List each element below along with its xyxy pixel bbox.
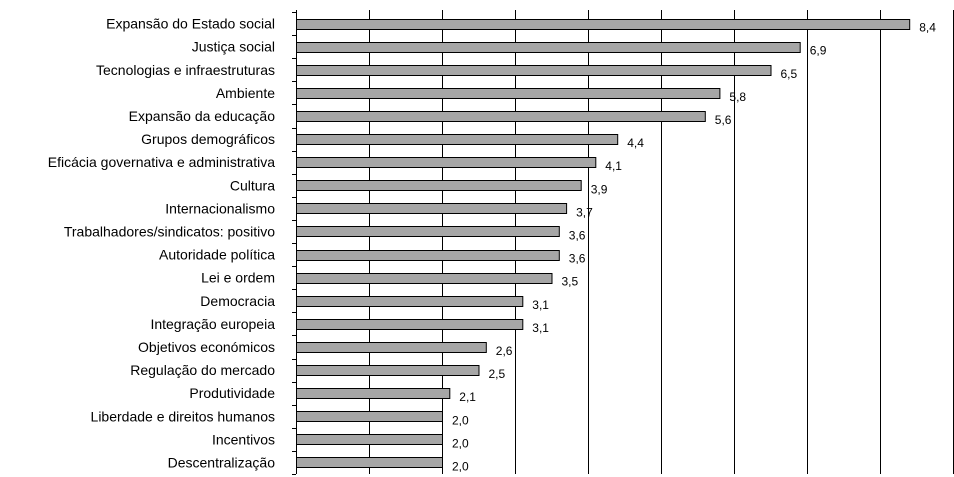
data-label: 5,6 — [715, 113, 732, 127]
category-label: Expansão da educação — [129, 108, 276, 124]
bar — [296, 203, 568, 214]
grid-layer — [369, 10, 954, 474]
category-label: Ambiente — [216, 85, 275, 101]
bar — [296, 19, 911, 30]
bar — [296, 319, 524, 330]
bar — [296, 388, 451, 399]
bar — [296, 457, 443, 468]
data-label: 2,0 — [452, 413, 469, 427]
data-label: 2,0 — [452, 459, 469, 473]
data-label: 6,5 — [781, 67, 798, 81]
category-label: Liberdade e direitos humanos — [91, 408, 275, 424]
bar — [296, 157, 597, 168]
category-label: Democracia — [200, 293, 275, 309]
category-label: Produtividade — [189, 385, 275, 401]
bar — [296, 365, 480, 376]
bar — [296, 250, 560, 261]
category-label: Objetivos económicos — [138, 339, 275, 355]
bar — [296, 111, 706, 122]
bar — [296, 88, 721, 99]
data-label: 2,6 — [496, 344, 513, 358]
data-label: 2,1 — [459, 390, 476, 404]
label-layer: Expansão do Estado social 8,4 Justiça soci… — [48, 16, 936, 474]
category-label: Trabalhadores/sindicatos: positivo — [64, 223, 275, 239]
bar — [296, 411, 443, 422]
data-label: 4,4 — [627, 136, 644, 150]
data-label: 3,6 — [569, 252, 586, 266]
category-label: Grupos demográficos — [141, 131, 275, 147]
data-label: 8,4 — [919, 21, 936, 35]
category-label: Tecnologias e infraestruturas — [96, 62, 275, 78]
category-label: Autoridade política — [159, 247, 275, 263]
data-label: 3,7 — [576, 205, 593, 219]
bar — [296, 342, 487, 353]
data-label: 3,1 — [532, 298, 549, 312]
bar — [296, 226, 560, 237]
category-label: Expansão do Estado social — [106, 16, 275, 32]
data-label: 3,6 — [569, 228, 586, 242]
data-label: 5,8 — [729, 90, 746, 104]
bar — [296, 42, 801, 53]
data-label: 2,5 — [489, 367, 506, 381]
category-label: Lei e ordem — [201, 270, 275, 286]
bar — [296, 434, 443, 445]
bar-layer — [296, 19, 911, 468]
bar — [296, 296, 524, 307]
bar — [296, 273, 553, 284]
data-label: 3,9 — [591, 182, 608, 196]
category-label: Integração europeia — [150, 316, 275, 332]
category-label: Cultura — [230, 177, 275, 193]
category-label: Justiça social — [192, 39, 275, 55]
data-label: 2,0 — [452, 436, 469, 450]
category-label: Eficácia governativa e administrativa — [48, 154, 275, 170]
category-label: Internacionalismo — [165, 200, 275, 216]
axis-layer — [292, 10, 297, 475]
category-label: Regulação do mercado — [130, 362, 275, 378]
data-label: 3,1 — [532, 321, 549, 335]
data-label: 6,9 — [810, 44, 827, 58]
bar — [296, 180, 582, 191]
data-label: 4,1 — [605, 159, 622, 173]
category-label: Descentralização — [168, 454, 276, 470]
bar — [296, 134, 619, 145]
category-label: Incentivos — [212, 431, 275, 447]
bar — [296, 65, 772, 76]
data-label: 3,5 — [562, 275, 579, 289]
